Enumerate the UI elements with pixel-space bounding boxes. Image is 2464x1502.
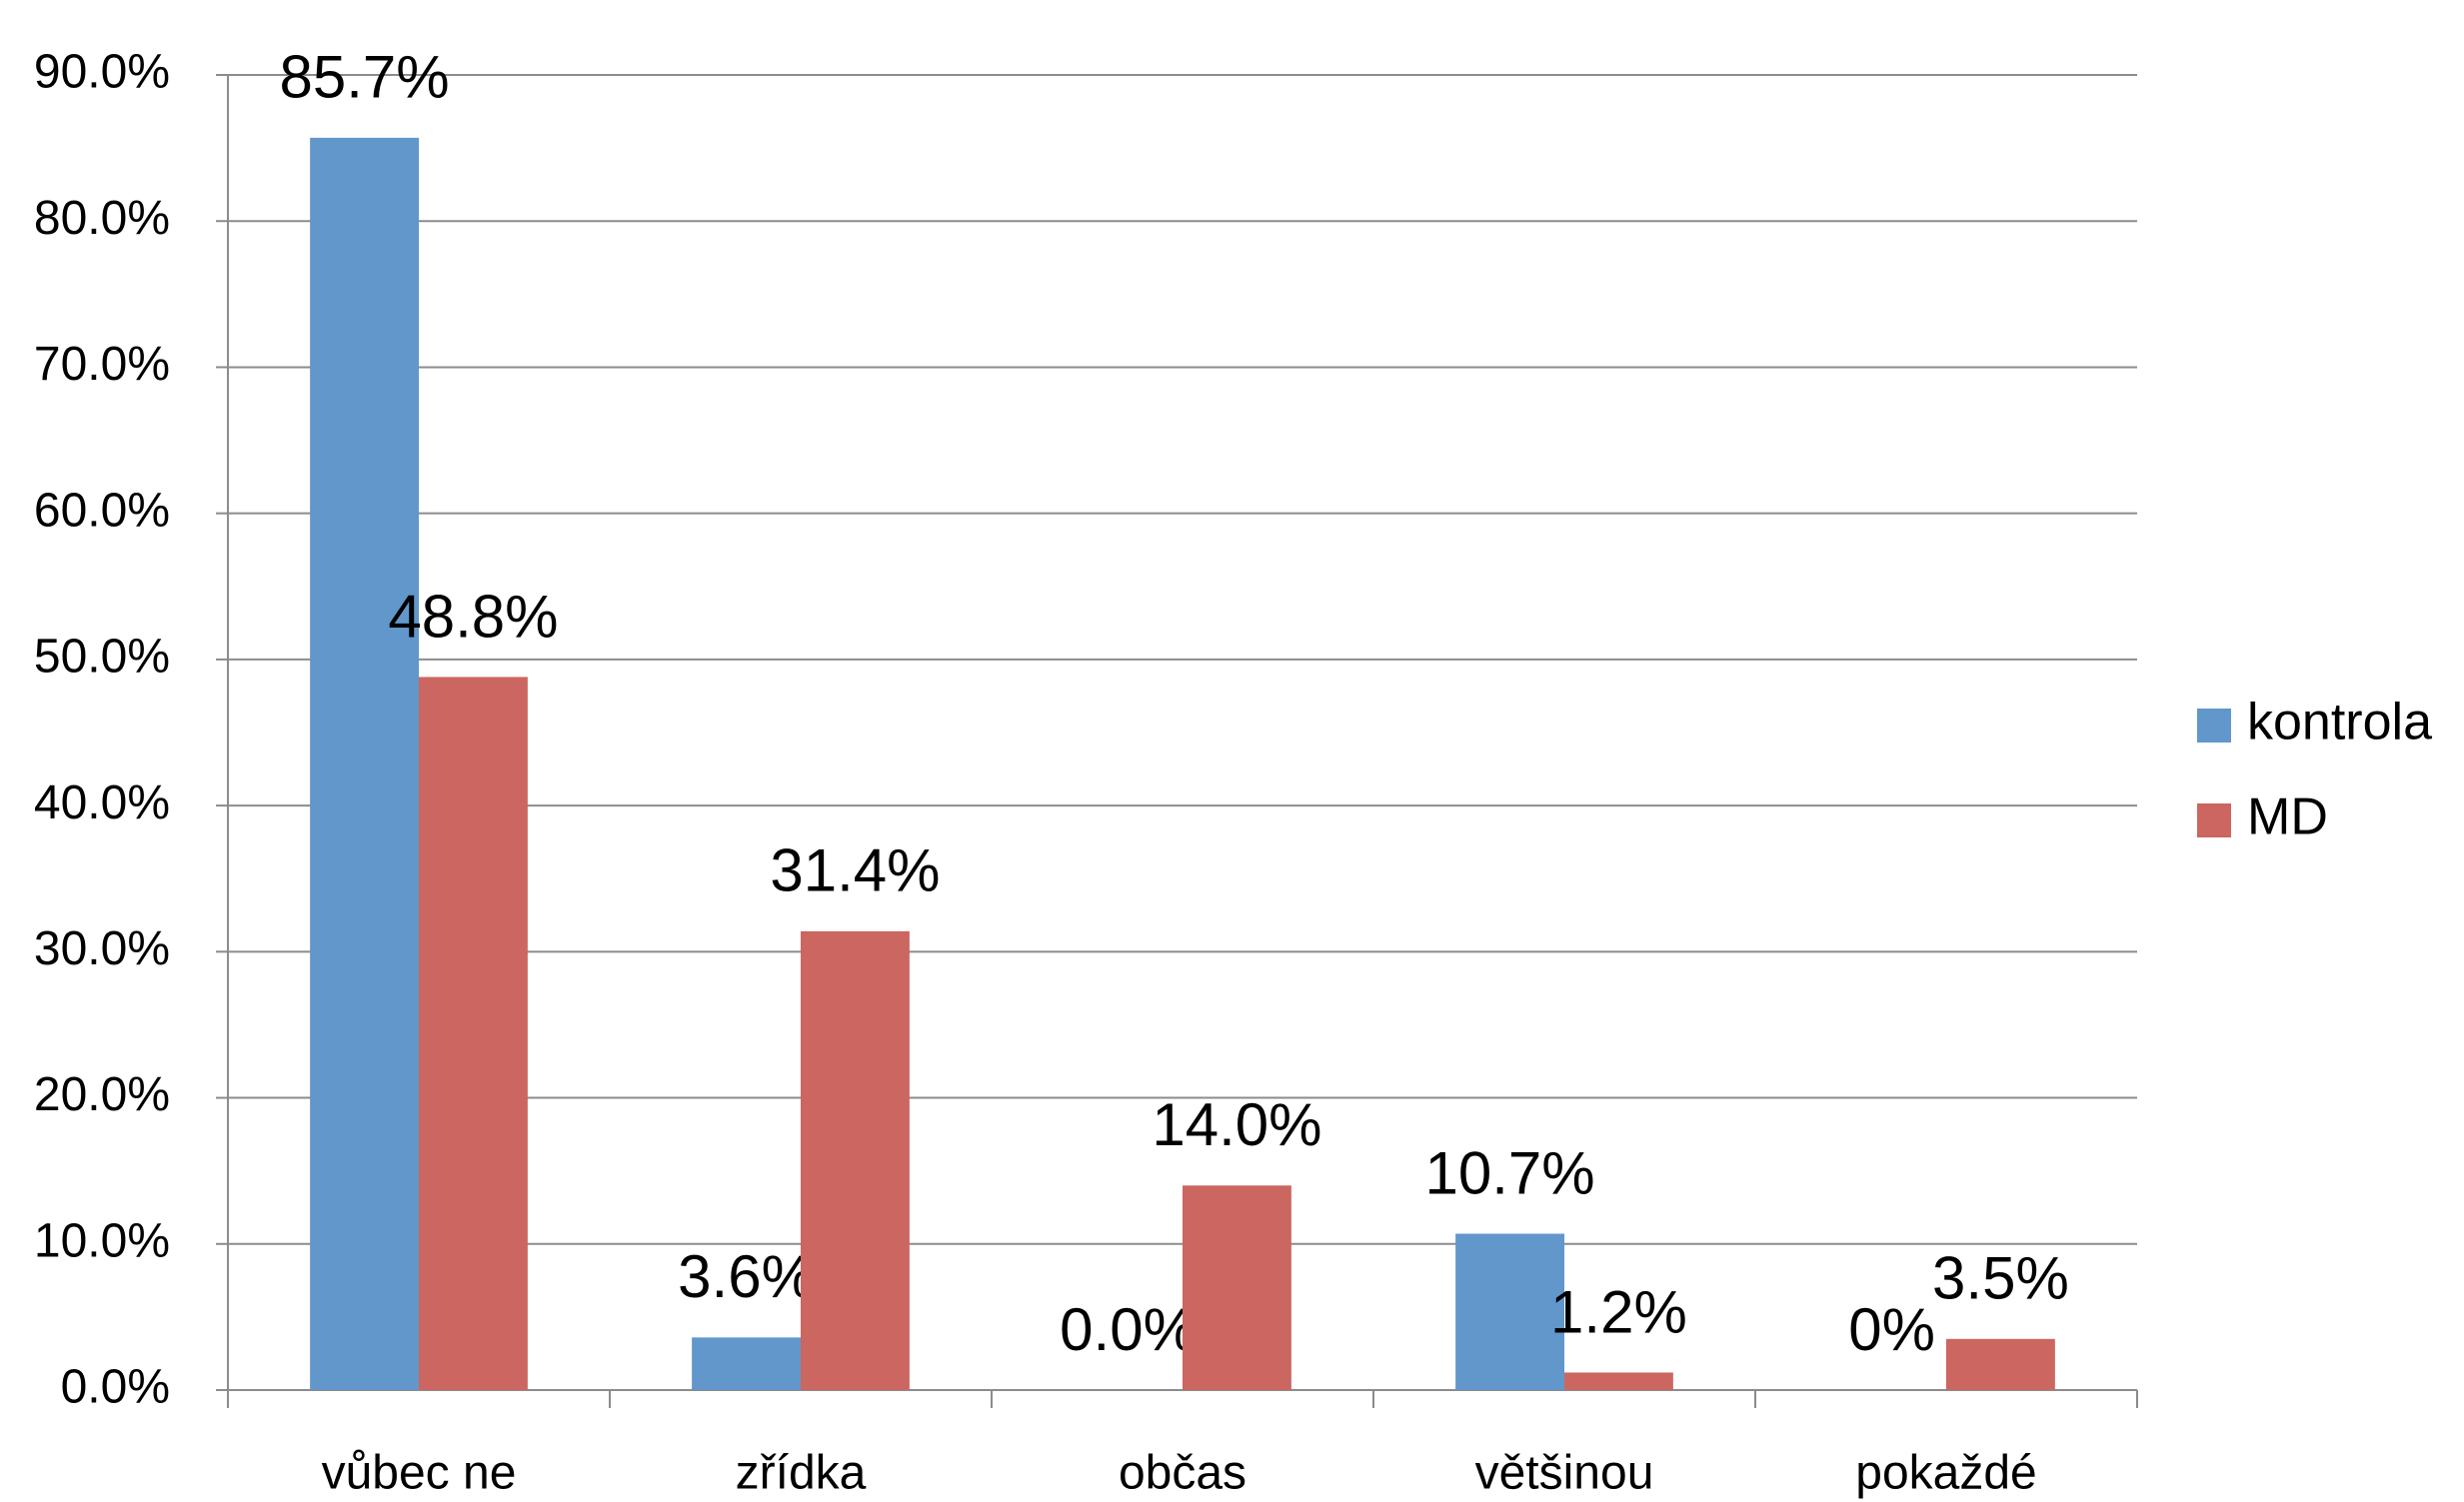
bar xyxy=(310,137,419,1391)
y-tick-label: 20.0% xyxy=(34,1068,170,1121)
x-tick-label: občas xyxy=(1119,1447,1246,1500)
data-label: 31.4% xyxy=(770,837,940,904)
bar xyxy=(801,930,910,1390)
data-label: 1.2% xyxy=(1550,1278,1687,1345)
x-tick-label: zřídka xyxy=(736,1447,867,1500)
y-tick-label: 10.0% xyxy=(34,1214,170,1267)
y-tick-label: 0.0% xyxy=(61,1361,170,1414)
bar xyxy=(1183,1185,1291,1390)
data-label: 48.8% xyxy=(388,583,558,650)
data-label: 85.7% xyxy=(279,44,449,111)
bar xyxy=(419,677,528,1390)
legend-swatch xyxy=(2197,709,2231,743)
data-label: 3.6% xyxy=(678,1243,815,1310)
data-label: 0.0% xyxy=(1060,1296,1197,1363)
data-label: 14.0% xyxy=(1152,1091,1321,1158)
x-tick-label: pokaždé xyxy=(1855,1447,2036,1500)
bar xyxy=(1455,1233,1564,1390)
data-label: 0% xyxy=(1848,1296,1935,1363)
y-tick-label: 40.0% xyxy=(34,776,170,829)
x-tick-label: většinou xyxy=(1475,1447,1654,1500)
bar xyxy=(1564,1372,1673,1390)
legend-swatch xyxy=(2197,803,2231,837)
legend-label: kontrola xyxy=(2247,694,2432,751)
data-label: 10.7% xyxy=(1424,1139,1594,1206)
legend-label: MD xyxy=(2247,788,2328,846)
y-tick-label: 80.0% xyxy=(34,192,170,245)
x-tick-label: vůbec ne xyxy=(322,1447,517,1500)
y-tick-label: 50.0% xyxy=(34,631,170,684)
y-tick-label: 30.0% xyxy=(34,922,170,975)
bar xyxy=(692,1337,801,1390)
bar xyxy=(1946,1338,2055,1390)
data-label: 3.5% xyxy=(1932,1245,2069,1312)
y-tick-label: 90.0% xyxy=(34,46,170,99)
y-tick-label: 60.0% xyxy=(34,484,170,537)
y-tick-label: 70.0% xyxy=(34,338,170,391)
